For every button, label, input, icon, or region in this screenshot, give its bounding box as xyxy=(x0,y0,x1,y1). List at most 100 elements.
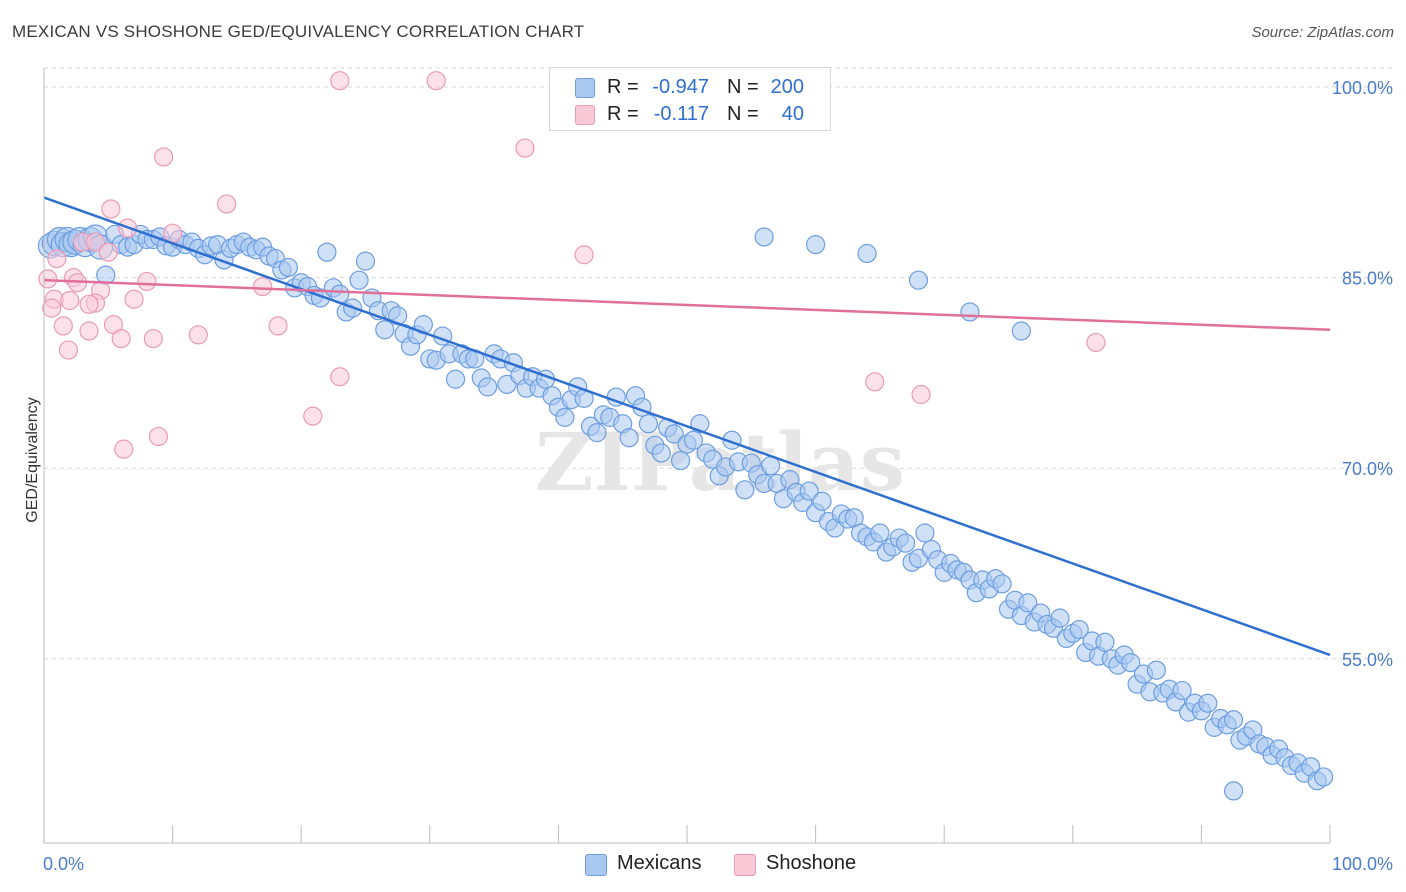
shoshone-point xyxy=(330,71,350,91)
legend-r-value: -0.947 xyxy=(652,76,709,98)
shoshone-point xyxy=(153,147,174,167)
mexicans-point xyxy=(960,302,980,322)
shoshone-point xyxy=(303,406,323,426)
x-tick-label-min: 0.0% xyxy=(43,854,84,874)
y-tick-label: 85.0% xyxy=(1342,269,1393,289)
mexicans-point xyxy=(799,481,819,501)
mexicans-point xyxy=(812,491,832,511)
legend-n-label: N = xyxy=(727,76,759,98)
shoshone-point xyxy=(865,372,885,392)
mexicans-point xyxy=(619,428,639,448)
mexicans-point xyxy=(1172,680,1192,701)
shoshone-point xyxy=(188,325,208,345)
shoshone-point xyxy=(60,290,80,311)
shoshone-point xyxy=(124,289,144,309)
legend-r-label: R = xyxy=(607,103,639,125)
mexicans-point xyxy=(915,523,935,543)
series-swatch-shoshone xyxy=(734,854,756,876)
shoshone-trend-line xyxy=(43,278,1331,331)
chart-title: MEXICAN VS SHOSHONE GED/EQUIVALENCY CORR… xyxy=(12,22,585,41)
y-tick-label: 70.0% xyxy=(1342,459,1393,479)
mexicans-point xyxy=(1223,710,1244,730)
mexicans-point xyxy=(1011,321,1031,341)
shoshone-point xyxy=(574,245,594,265)
shoshone-point xyxy=(47,248,67,269)
series-legend: Mexicans Shoshone xyxy=(0,852,1406,878)
mexicans-point xyxy=(664,424,684,444)
mexicans-point xyxy=(1146,660,1166,680)
mexicans-point xyxy=(754,227,774,247)
mexicans-point xyxy=(735,480,755,500)
legend-row-mexicans: R = -0.947 N = 200 xyxy=(550,74,830,100)
mexicans-points xyxy=(37,224,1334,801)
series-label-mexicans: Mexicans xyxy=(617,852,702,874)
legend-n-label: N = xyxy=(727,103,759,125)
legend-r-value: -0.117 xyxy=(653,103,709,125)
mexicans-point xyxy=(1095,632,1115,652)
mexicans-point xyxy=(857,243,877,264)
y-tick-labels: 100.0% 85.0% 70.0% 55.0% xyxy=(1332,78,1393,670)
mexicans-point xyxy=(317,242,337,262)
mexicans-point xyxy=(1018,593,1038,613)
correlation-legend: R = -0.947 N = 200 R = -0.117 N = 40 xyxy=(549,67,831,131)
source-label: Source: ZipAtlas.com xyxy=(1251,24,1394,41)
shoshone-point xyxy=(111,329,131,349)
shoshone-point xyxy=(253,276,273,297)
shoshone-point xyxy=(163,223,183,243)
mexicans-point xyxy=(1223,781,1244,801)
mexicans-point xyxy=(478,377,498,397)
mexicans-point xyxy=(805,234,826,255)
mexicans-point xyxy=(349,270,369,290)
mexicans-point xyxy=(651,443,671,463)
shoshone-point xyxy=(42,298,62,318)
shoshone-point xyxy=(515,138,535,158)
legend-n-value: 40 xyxy=(781,103,804,125)
shoshone-point xyxy=(268,316,288,336)
axes xyxy=(43,68,1331,844)
series-swatch-mexicans xyxy=(585,854,607,876)
mexicans-point xyxy=(992,574,1012,594)
shoshone-point xyxy=(426,71,446,91)
mexicans-point xyxy=(1121,652,1141,673)
shoshone-point xyxy=(137,271,157,292)
mexicans-point xyxy=(278,257,298,278)
mexicans-point xyxy=(638,414,659,434)
shoshone-point xyxy=(911,384,931,405)
shoshone-point xyxy=(53,316,73,336)
mexicans-point xyxy=(388,306,408,326)
mexicans-point xyxy=(683,430,704,450)
legend-row-shoshone: R = -0.117 N = 40 xyxy=(550,101,830,127)
shoshone-point xyxy=(38,269,58,289)
mexicans-trend-line xyxy=(43,196,1331,657)
shoshone-point xyxy=(114,439,134,459)
mexicans-point xyxy=(587,423,607,443)
legend-swatch-mexicans xyxy=(575,78,595,98)
y-tick-label: 100.0% xyxy=(1332,78,1393,98)
mexicans-point xyxy=(375,320,395,340)
mexicans-point xyxy=(355,251,376,271)
mexicans-point xyxy=(896,533,916,553)
shoshone-point xyxy=(58,340,79,360)
shoshone-point xyxy=(1086,332,1106,353)
shoshone-points xyxy=(38,71,1106,459)
mexicans-point xyxy=(670,450,691,471)
legend-n-value: 200 xyxy=(770,76,804,98)
mexicans-point xyxy=(1198,693,1218,713)
grid-lines xyxy=(44,67,1393,660)
shoshone-point xyxy=(148,426,169,447)
shoshone-point xyxy=(101,199,121,219)
mexicans-point xyxy=(1069,619,1089,640)
shoshone-point xyxy=(85,232,106,252)
mexicans-point xyxy=(908,270,929,290)
legend-r-label: R = xyxy=(607,76,639,98)
legend-swatch-shoshone xyxy=(575,105,595,125)
y-axis-label: GED/Equivalency xyxy=(24,397,41,522)
mexicans-point xyxy=(1050,608,1070,628)
shoshone-point xyxy=(79,294,99,314)
shoshone-point xyxy=(330,367,350,387)
x-tick-label-max: 100.0% xyxy=(1332,854,1393,874)
shoshone-point xyxy=(143,329,163,349)
mexicans-point xyxy=(1313,767,1334,787)
shoshone-point xyxy=(98,242,118,262)
